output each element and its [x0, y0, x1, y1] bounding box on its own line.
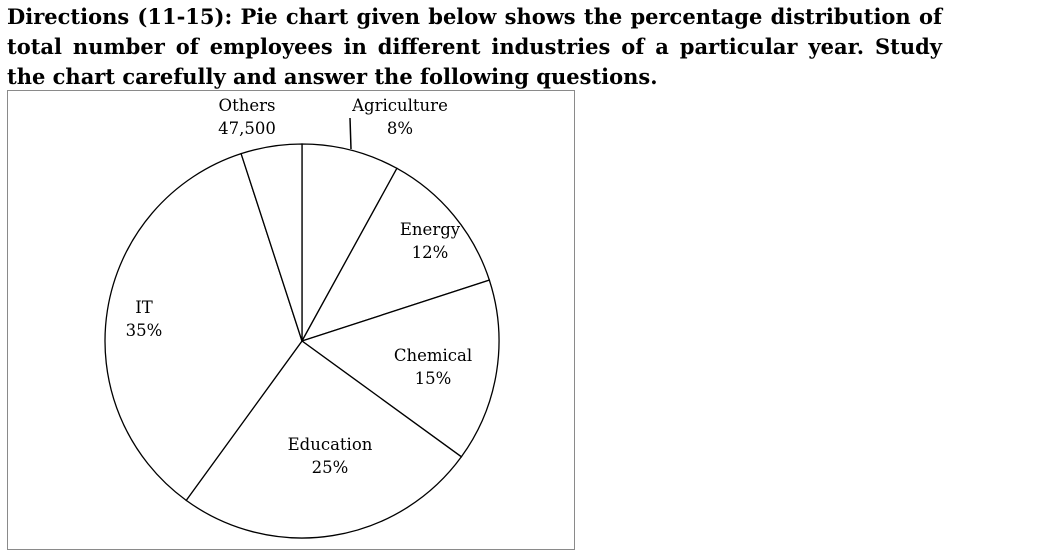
- slice-value-it: 35%: [126, 321, 163, 340]
- slice-label-education: Education 25%: [288, 435, 373, 477]
- slice-name-others: Others: [219, 96, 276, 115]
- slice-chemical: [300, 279, 500, 458]
- slice-label-agriculture: Agriculture 8%: [351, 96, 448, 138]
- slice-name-agriculture: Agriculture: [351, 96, 448, 115]
- directions-text: Directions (11-15): Pie chart given belo…: [7, 4, 942, 89]
- slice-value-agriculture: 8%: [387, 119, 413, 138]
- pie-chart-frame: Agriculture 8% Energy 12% Chemical 15% Educati…: [7, 90, 575, 550]
- slice-agriculture: [301, 143, 398, 342]
- slice-value-education: 25%: [312, 458, 349, 477]
- slice-it: [104, 152, 303, 502]
- slice-education: [185, 340, 463, 539]
- slice-energy: [300, 167, 491, 343]
- slice-others: [240, 143, 303, 342]
- slice-name-chemical: Chemical: [394, 346, 472, 365]
- slice-name-education: Education: [288, 435, 373, 454]
- slice-value-chemical: 15%: [415, 369, 452, 388]
- pie-chart: Agriculture 8% Energy 12% Chemical 15% Educati…: [104, 96, 500, 539]
- slice-name-it: IT: [135, 298, 153, 317]
- slice-label-energy: Energy 12%: [400, 220, 461, 262]
- slice-label-chemical: Chemical 15%: [394, 346, 472, 388]
- slice-value-energy: 12%: [412, 243, 449, 262]
- slice-label-others: Others 47,500: [218, 96, 276, 138]
- slice-label-it: IT 35%: [126, 298, 163, 340]
- agriculture-leader-line: [349, 117, 352, 150]
- slice-value-others: 47,500: [218, 119, 276, 138]
- slice-name-energy: Energy: [400, 220, 461, 239]
